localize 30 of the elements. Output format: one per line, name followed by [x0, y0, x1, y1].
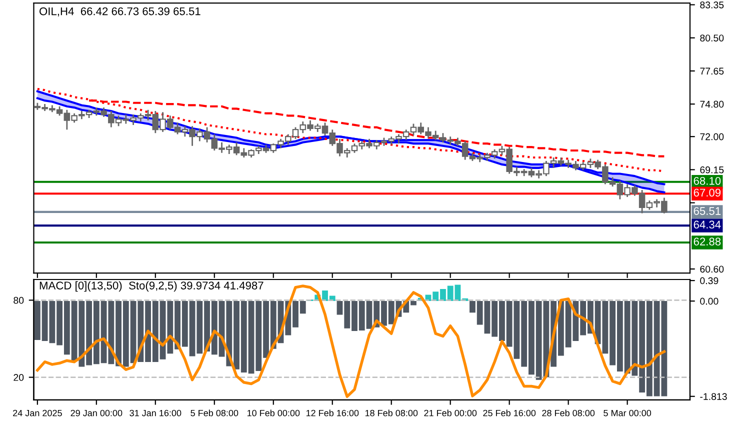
x-tick-label: 28 Feb 08:00: [542, 410, 595, 416]
y-tick-label: 0.00: [700, 298, 718, 305]
ref-line-label: 67.09: [694, 188, 721, 197]
x-tick-label: 5 Mar 00:00: [604, 410, 652, 416]
y-tick-label: 74.80: [700, 100, 724, 108]
x-tick-label: 29 Jan 00:00: [70, 410, 122, 416]
ref-line-label: 62.88: [694, 238, 721, 246]
ref-line-label: 65.51: [694, 207, 721, 215]
x-tick-label: 25 Feb 16:00: [483, 410, 536, 416]
chart-title: OIL,H4 66.42 66.73 65.39 65.51: [40, 7, 200, 17]
y-tick-label: 60.60: [700, 266, 724, 273]
y-tick-label: 0.39: [700, 277, 718, 284]
x-tick-label: 18 Feb 08:00: [365, 410, 418, 416]
x-tick-label: 12 Feb 16:00: [306, 410, 359, 416]
ref-line-label: 68.10: [694, 176, 721, 185]
y-tick-label: 77.65: [700, 68, 724, 75]
y-tick-label: 80.50: [700, 34, 724, 42]
y2-tick-label: 80: [14, 296, 24, 304]
y-tick-label: -1.813: [700, 393, 727, 400]
x-tick-label: 10 Feb 00:00: [247, 410, 300, 416]
chart-title: MACD [0](13,50) Sto(9,2,5) 39.9734 41.4987: [40, 281, 264, 292]
x-tick-label: 31 Jan 16:00: [130, 410, 182, 416]
x-tick-label: 24 Jan 2025: [13, 410, 62, 416]
y-tick-label: 83.35: [700, 1, 724, 8]
ref-line-label: 64.34: [694, 220, 721, 229]
y-tick-label: 69.15: [700, 166, 724, 174]
y-tick-label: 72.00: [700, 133, 724, 140]
x-tick-label: 21 Feb 00:00: [424, 410, 477, 416]
y2-tick-label: 20: [14, 374, 24, 381]
x-tick-label: 5 Feb 08:00: [190, 410, 238, 416]
